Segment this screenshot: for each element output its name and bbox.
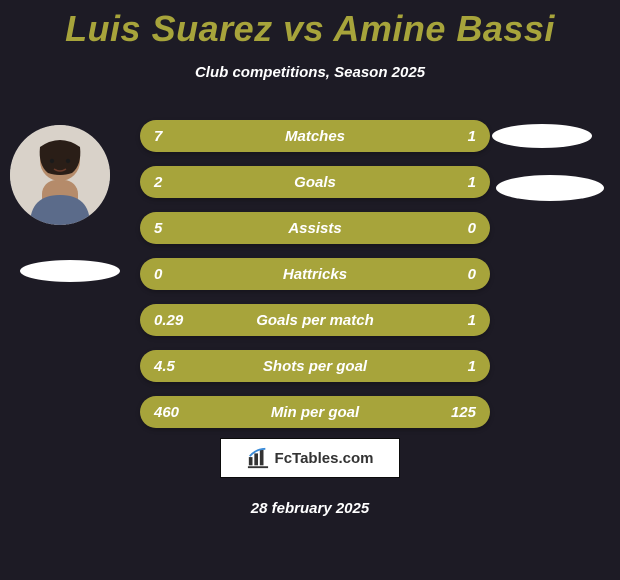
date-label: 28 february 2025 — [0, 500, 620, 517]
stat-right-value: 1 — [436, 128, 476, 145]
stat-left-value: 460 — [154, 404, 194, 421]
bar-chart-icon — [247, 447, 269, 469]
page-title: Luis Suarez vs Amine Bassi — [0, 0, 620, 50]
player2-shadow-2 — [496, 175, 604, 201]
stat-row: 2 Goals 1 — [140, 166, 490, 198]
stat-left-value: 4.5 — [154, 358, 194, 375]
stat-row: 460 Min per goal 125 — [140, 396, 490, 428]
player1-shadow — [20, 260, 120, 282]
stat-left-value: 7 — [154, 128, 194, 145]
stat-row: 0.29 Goals per match 1 — [140, 304, 490, 336]
avatar-placeholder-icon — [10, 125, 110, 225]
stat-right-value: 0 — [436, 220, 476, 237]
page-subtitle: Club competitions, Season 2025 — [0, 64, 620, 81]
stat-left-value: 0 — [154, 266, 194, 283]
player2-shadow-1 — [492, 124, 592, 148]
stat-row: 0 Hattricks 0 — [140, 258, 490, 290]
brand-text: FcTables.com — [275, 450, 374, 467]
stat-row: 7 Matches 1 — [140, 120, 490, 152]
stat-right-value: 1 — [436, 312, 476, 329]
stat-left-value: 5 — [154, 220, 194, 237]
stats-container: 7 Matches 1 2 Goals 1 5 Assists 0 0 Hatt… — [140, 120, 490, 442]
stat-right-value: 0 — [436, 266, 476, 283]
stat-left-value: 2 — [154, 174, 194, 191]
brand-badge: FcTables.com — [220, 438, 400, 478]
stat-row: 4.5 Shots per goal 1 — [140, 350, 490, 382]
stat-right-value: 125 — [436, 404, 476, 421]
stat-right-value: 1 — [436, 174, 476, 191]
player1-avatar — [10, 125, 110, 225]
stat-left-value: 0.29 — [154, 312, 194, 329]
stat-right-value: 1 — [436, 358, 476, 375]
stat-row: 5 Assists 0 — [140, 212, 490, 244]
